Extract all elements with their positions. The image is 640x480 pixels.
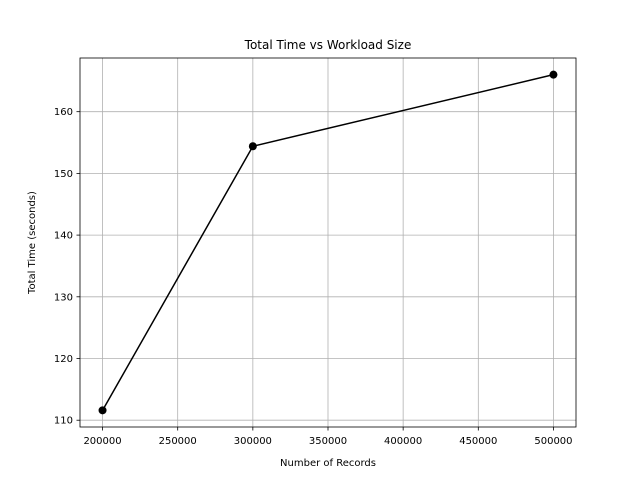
x-tick-label: 500000	[534, 436, 572, 447]
y-tick-label: 110	[54, 416, 73, 427]
y-tick-label: 130	[54, 292, 73, 303]
plot-frame	[79, 57, 577, 428]
data-point	[549, 70, 558, 79]
x-axis-label: Number of Records	[280, 458, 376, 469]
data-point	[248, 142, 257, 151]
x-tick-label: 300000	[234, 436, 272, 447]
y-tick-label: 150	[54, 169, 73, 180]
data-point	[98, 406, 107, 415]
grid	[80, 58, 576, 427]
y-axis-ticks: 110 120 130 140 150 160	[54, 107, 80, 427]
x-tick-label: 450000	[459, 436, 497, 447]
x-axis-ticks: 200000 250000 300000 350000 400000 450000 5000…	[83, 427, 573, 447]
x-tick-label: 400000	[384, 436, 422, 447]
chart-title: Total Time vs Workload Size	[244, 38, 412, 52]
y-tick-label: 160	[54, 107, 73, 118]
x-tick-label: 350000	[309, 436, 347, 447]
x-tick-label: 250000	[159, 436, 197, 447]
y-tick-label: 120	[54, 354, 73, 365]
y-tick-label: 140	[54, 231, 73, 242]
y-axis-label: Total Time (seconds)	[27, 191, 38, 295]
series-group	[98, 70, 558, 415]
x-tick-label: 200000	[83, 436, 121, 447]
